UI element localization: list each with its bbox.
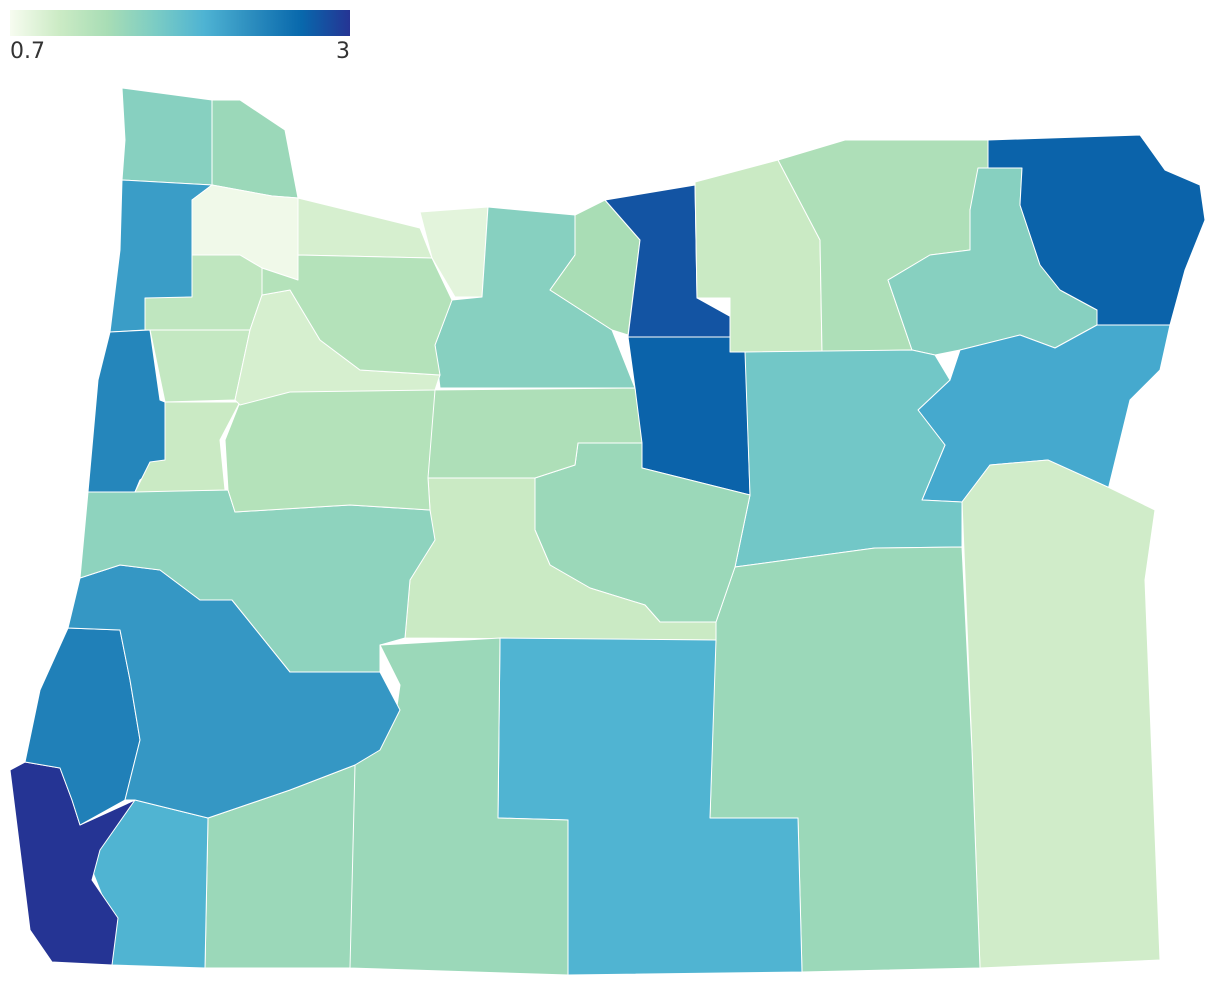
county [121,87,213,186]
county [211,99,299,199]
county [961,459,1161,969]
legend-min: 0.7 [10,39,45,64]
county [261,254,453,376]
county [224,389,436,513]
legend-bar [10,10,350,36]
county [419,206,489,298]
county [149,329,251,403]
legend-max: 3 [336,39,350,64]
county [434,206,636,389]
county [734,349,963,568]
counties [9,87,1206,976]
county [349,637,569,976]
county [134,401,241,493]
county [297,197,433,259]
